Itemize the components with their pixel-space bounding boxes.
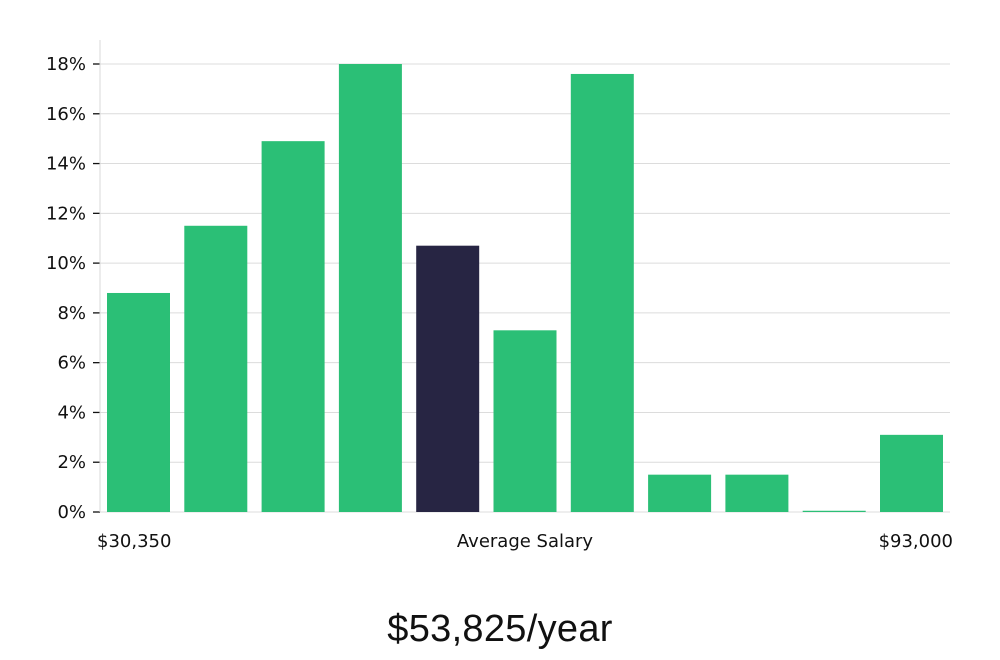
y-tick-label: 6% xyxy=(57,353,86,374)
y-tick-label: 18% xyxy=(46,54,86,75)
y-tick-label: 14% xyxy=(46,154,86,175)
x-max-label: $93,000 xyxy=(879,531,953,552)
bar xyxy=(493,330,557,512)
average-salary-value: $53,825/year xyxy=(387,608,613,650)
bars xyxy=(107,64,943,512)
y-tick-label: 0% xyxy=(57,502,86,523)
y-tick-label: 16% xyxy=(46,104,86,125)
bar xyxy=(184,225,248,512)
bar xyxy=(725,474,789,512)
y-tick-label: 2% xyxy=(57,452,86,473)
y-tick-label: 4% xyxy=(57,402,86,423)
x-center-label: Average Salary xyxy=(457,531,594,552)
y-tick-label: 8% xyxy=(57,303,86,324)
bar xyxy=(338,64,402,512)
bar xyxy=(648,474,712,512)
bar xyxy=(261,141,325,512)
bar xyxy=(802,510,866,512)
bar xyxy=(107,292,170,512)
salary-distribution-chart: 0% 2% 4% 6% 8% 10% 12% 14% 16% 18% $30,350 Averag… xyxy=(46,40,953,552)
y-axis-ticks: 0% 2% 4% 6% 8% 10% 12% 14% 16% 18% xyxy=(46,54,100,523)
y-tick-label: 12% xyxy=(46,203,86,224)
bar xyxy=(570,73,634,512)
bar xyxy=(880,434,943,512)
x-min-label: $30,350 xyxy=(97,531,171,552)
bar-average-salary xyxy=(416,245,480,512)
y-tick-label: 10% xyxy=(46,253,86,274)
